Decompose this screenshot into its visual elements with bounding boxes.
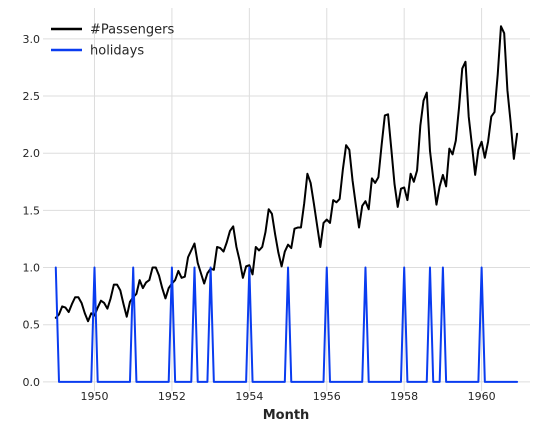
legend: #Passengers holidays	[51, 23, 174, 59]
x-tick-label: 1960	[468, 390, 496, 403]
y-tick-label: 0.0	[23, 376, 41, 389]
legend-label: holidays	[90, 44, 144, 59]
y-tick-label: 1.0	[23, 262, 41, 275]
series-line-holidays	[54, 266, 519, 383]
grid	[43, 8, 530, 391]
series-lines	[54, 25, 519, 383]
x-tick-label: 1952	[158, 390, 186, 403]
series-line-passengers	[54, 25, 519, 323]
y-tick-label: 3.0	[23, 33, 41, 46]
x-tick-label: 1950	[80, 390, 108, 403]
y-tick-label: 2.5	[23, 90, 41, 103]
y-tick-label: 1.5	[23, 204, 41, 217]
x-tick-label: 1954	[235, 390, 263, 403]
legend-label: #Passengers	[90, 23, 174, 38]
x-tick-label: 1956	[313, 390, 341, 403]
x-tick-label: 1958	[390, 390, 418, 403]
y-tick-label: 0.5	[23, 319, 41, 332]
y-tick-label: 2.0	[23, 147, 41, 160]
tick-labels: 0.0 0.5 1.0 1.5 2.0 2.5 3.0 1950 1952 1954 1956 195…	[23, 33, 496, 403]
x-axis-title: Month	[263, 408, 310, 423]
